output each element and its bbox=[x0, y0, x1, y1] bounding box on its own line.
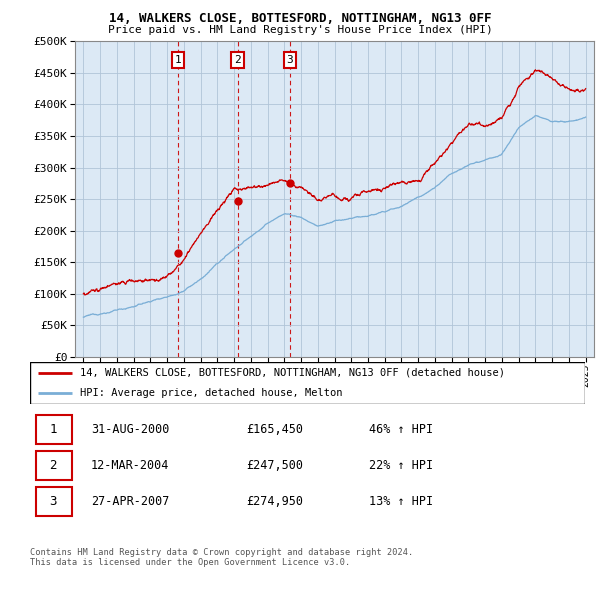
Text: 3: 3 bbox=[286, 55, 293, 65]
Bar bbox=[35, 487, 71, 516]
Text: 13% ↑ HPI: 13% ↑ HPI bbox=[368, 495, 433, 508]
Text: Price paid vs. HM Land Registry's House Price Index (HPI): Price paid vs. HM Land Registry's House … bbox=[107, 25, 493, 35]
Text: 12-MAR-2004: 12-MAR-2004 bbox=[91, 459, 169, 472]
Text: 2: 2 bbox=[234, 55, 241, 65]
Text: 22% ↑ HPI: 22% ↑ HPI bbox=[368, 459, 433, 472]
Text: £274,950: £274,950 bbox=[247, 495, 304, 508]
Text: 3: 3 bbox=[50, 495, 57, 508]
Text: HPI: Average price, detached house, Melton: HPI: Average price, detached house, Melt… bbox=[80, 388, 343, 398]
Text: 1: 1 bbox=[175, 55, 182, 65]
Bar bbox=[35, 415, 71, 444]
Text: £247,500: £247,500 bbox=[247, 459, 304, 472]
Bar bbox=[35, 451, 71, 480]
Text: 2: 2 bbox=[50, 459, 57, 472]
Text: 14, WALKERS CLOSE, BOTTESFORD, NOTTINGHAM, NG13 0FF: 14, WALKERS CLOSE, BOTTESFORD, NOTTINGHA… bbox=[109, 12, 491, 25]
Text: 46% ↑ HPI: 46% ↑ HPI bbox=[368, 423, 433, 436]
Text: £165,450: £165,450 bbox=[247, 423, 304, 436]
Text: 14, WALKERS CLOSE, BOTTESFORD, NOTTINGHAM, NG13 0FF (detached house): 14, WALKERS CLOSE, BOTTESFORD, NOTTINGHA… bbox=[80, 368, 505, 378]
Text: 31-AUG-2000: 31-AUG-2000 bbox=[91, 423, 169, 436]
Text: 1: 1 bbox=[50, 423, 57, 436]
Text: Contains HM Land Registry data © Crown copyright and database right 2024.
This d: Contains HM Land Registry data © Crown c… bbox=[30, 548, 413, 567]
Text: 27-APR-2007: 27-APR-2007 bbox=[91, 495, 169, 508]
